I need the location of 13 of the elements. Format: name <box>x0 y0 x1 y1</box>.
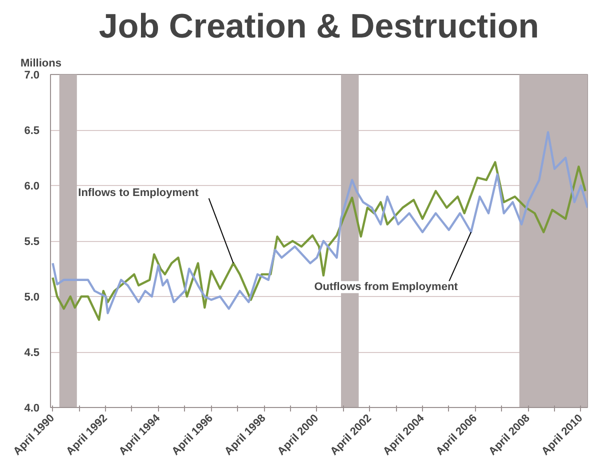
y-tick-label: 4.5 <box>24 347 40 359</box>
y-tick-label: 4.0 <box>24 402 40 414</box>
y-tick-label: 6.0 <box>24 180 40 192</box>
annotation: Inflows to Employment <box>78 187 199 200</box>
y-tick-label: 6.5 <box>24 125 40 137</box>
y-tick-label: 7.0 <box>24 70 40 82</box>
y-tick-label: 5.5 <box>24 236 40 248</box>
line-series <box>52 131 588 314</box>
chart-title: Job Creation & Destruction <box>98 8 540 46</box>
annotation: Outflows from Employment <box>314 281 458 294</box>
line-series <box>52 161 586 321</box>
y-tick-label: 5.0 <box>24 292 40 304</box>
y-axis-title: Millions <box>20 58 62 70</box>
